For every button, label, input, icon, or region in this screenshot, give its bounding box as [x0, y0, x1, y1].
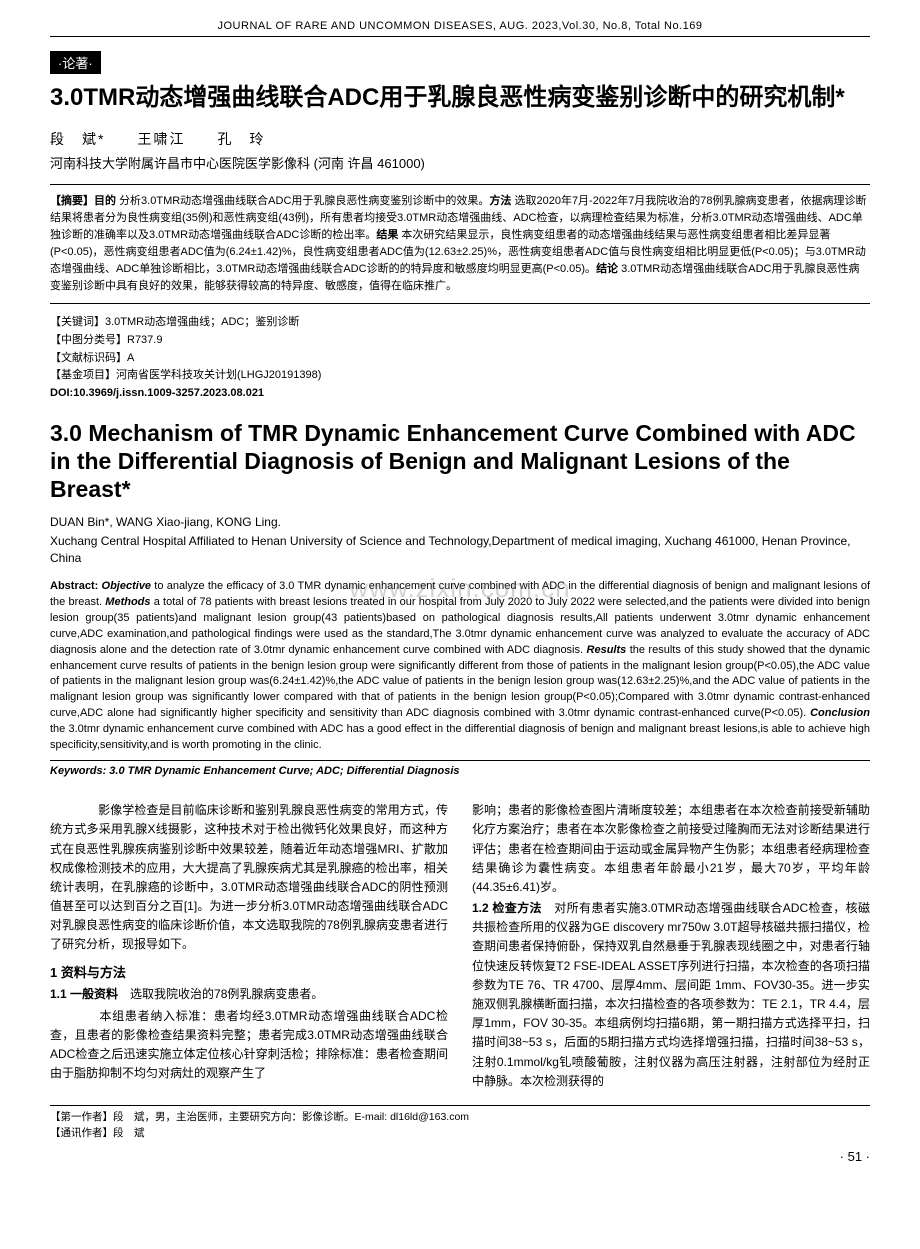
authors-chinese: 段 斌* 王啸江 孔 玲 [50, 129, 870, 149]
meta-doc-code: 【文献标识码】A [50, 350, 870, 368]
body-text: 影像学检查是目前临床诊断和鉴别乳腺良恶性病变的常用方式，传统方式多采用乳腺X线摄… [50, 801, 870, 1091]
meta-clc: 【中图分类号】R737.9 [50, 332, 870, 350]
keywords-english: Keywords: 3.0 TMR Dynamic Enhancement Cu… [50, 765, 870, 777]
abstract-conclusion-en: the 3.0tmr dynamic enhancement curve com… [50, 723, 870, 751]
meta-block: 【关键词】3.0TMR动态增强曲线；ADC；鉴别诊断 【中图分类号】R737.9… [50, 314, 870, 402]
meta-doi: DOI:10.3969/j.issn.1009-3257.2023.08.021 [50, 385, 870, 403]
intro-paragraph: 影像学检查是目前临床诊断和鉴别乳腺良恶性病变的常用方式，传统方式多采用乳腺X线摄… [50, 801, 448, 955]
section-badge: ·论著· [50, 51, 101, 74]
col2-continuation: 影响；患者的影像检查图片清晰度较差；本组患者在本次检查前接受新辅助化疗方案治疗；… [472, 801, 870, 897]
abstract-objective-label-en: Objective [102, 580, 155, 592]
title-english: 3.0 Mechanism of TMR Dynamic Enhancement… [50, 420, 870, 503]
abstract-conclusion-label-zh: 结论 [596, 263, 621, 275]
abstract-conclusion-label-en: Conclusion [810, 707, 870, 719]
corresponding-author-note: 【通讯作者】段 斌 [50, 1126, 870, 1142]
abstract-chinese: 【摘要】目的 分析3.0TMR动态增强曲线联合ADC用于乳腺良恶性病变鉴别诊断中… [50, 184, 870, 304]
section-1-heading: 1 资料与方法 [50, 963, 448, 984]
abstract-lead-en: Abstract: [50, 580, 102, 592]
abstract-lead-zh: 【摘要】 [50, 195, 94, 207]
affiliation-chinese: 河南科技大学附属许昌市中心医院医学影像科 (河南 许昌 461000) [50, 153, 870, 172]
abstract-objective-zh: 分析3.0TMR动态增强曲线联合ADC用于乳腺良恶性病变鉴别诊断中的效果。 [119, 195, 489, 207]
authors-english: DUAN Bin*, WANG Xiao-jiang, KONG Ling. [50, 515, 870, 529]
footnote-block: 【第一作者】段 斌，男，主治医师，主要研究方向：影像诊断。E-mail: dl1… [50, 1105, 870, 1142]
abstract-methods-label-zh: 方法 [489, 195, 514, 207]
section-1-1-body: 本组患者纳入标准：患者均经3.0TMR动态增强曲线联合ADC检查，且患者的影像检… [50, 1007, 448, 1084]
abstract-results-label-en: Results [587, 644, 630, 656]
abstract-english: Abstract: Objective to analyze the effic… [50, 579, 870, 761]
page-number: · 51 · [50, 1149, 870, 1164]
section-1-2: 1.2 检查方法 对所有患者实施3.0TMR动态增强曲线联合ADC检查，核磁共振… [472, 899, 870, 1091]
abstract-methods-label-en: Methods [105, 596, 153, 608]
title-chinese: 3.0TMR动态增强曲线联合ADC用于乳腺良恶性病变鉴别诊断中的研究机制* [50, 82, 870, 113]
abstract-results-label-zh: 结果 [376, 229, 401, 241]
affiliation-english: Xuchang Central Hospital Affiliated to H… [50, 533, 870, 567]
meta-keywords: 【关键词】3.0TMR动态增强曲线；ADC；鉴别诊断 [50, 314, 870, 332]
journal-header: JOURNAL OF RARE AND UNCOMMON DISEASES, A… [50, 20, 870, 37]
section-1-1: 1.1 一般资料 选取我院收治的78例乳腺病变患者。 [50, 985, 448, 1004]
meta-fund: 【基金项目】河南省医学科技攻关计划(LHGJ20191398) [50, 367, 870, 385]
first-author-note: 【第一作者】段 斌，男，主治医师，主要研究方向：影像诊断。E-mail: dl1… [50, 1110, 870, 1126]
abstract-objective-label-zh: 目的 [94, 195, 119, 207]
